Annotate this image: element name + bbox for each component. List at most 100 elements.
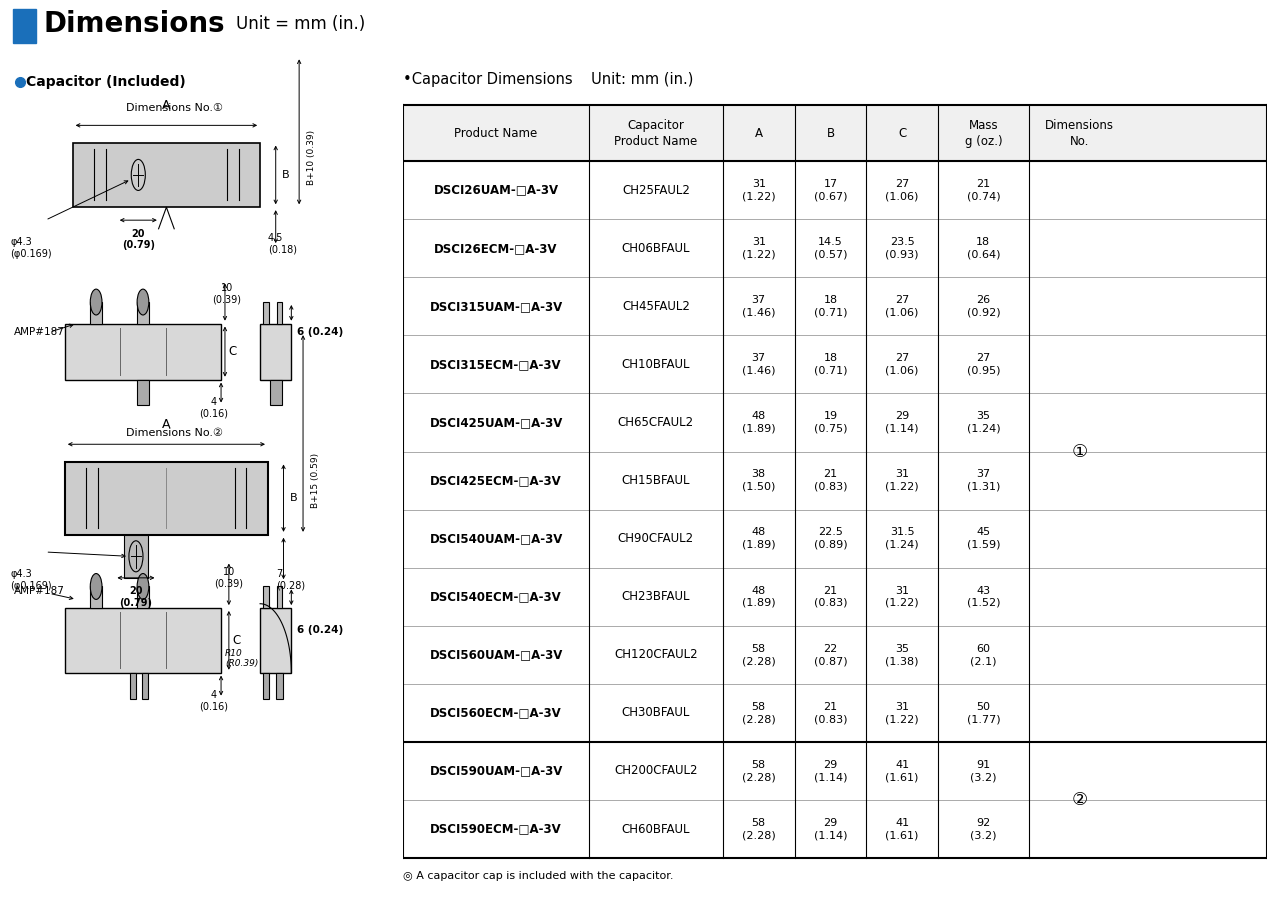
Text: 6 (0.24): 6 (0.24) (297, 327, 343, 337)
Bar (276, 587, 283, 608)
Circle shape (91, 289, 102, 315)
Text: 27
(0.95): 27 (0.95) (966, 353, 1000, 376)
Text: 29
(1.14): 29 (1.14) (814, 818, 847, 840)
Text: 29
(1.14): 29 (1.14) (814, 760, 847, 782)
Text: DSCI560UAM-□A-3V: DSCI560UAM-□A-3V (429, 648, 563, 662)
Bar (262, 673, 269, 698)
Text: 41
(1.61): 41 (1.61) (886, 818, 919, 840)
Circle shape (137, 574, 148, 600)
Text: ②: ② (1071, 791, 1087, 809)
Text: 20
(0.79): 20 (0.79) (122, 228, 155, 250)
Text: 17
(0.67): 17 (0.67) (814, 179, 847, 201)
Text: 50
(1.77): 50 (1.77) (966, 702, 1000, 724)
Text: Dimensions: Dimensions (44, 10, 225, 38)
Text: 18
(0.71): 18 (0.71) (814, 353, 847, 376)
Text: 22.5
(0.89): 22.5 (0.89) (814, 527, 847, 550)
Text: 48
(1.89): 48 (1.89) (742, 411, 776, 434)
Text: 10
(0.39): 10 (0.39) (212, 282, 242, 304)
Text: Dimensions No.②: Dimensions No.② (125, 428, 223, 438)
Bar (91, 587, 102, 608)
Text: 48
(1.89): 48 (1.89) (742, 586, 776, 608)
Text: 21
(0.74): 21 (0.74) (966, 179, 1000, 201)
Bar (142, 673, 148, 698)
Text: DSCI590ECM-□A-3V: DSCI590ECM-□A-3V (430, 823, 562, 835)
Bar (73, 143, 260, 207)
Text: CH15BFAUL: CH15BFAUL (622, 474, 690, 487)
Text: 23.5
(0.93): 23.5 (0.93) (886, 237, 919, 260)
Text: CH60BFAUL: CH60BFAUL (622, 823, 690, 835)
Bar (276, 302, 283, 324)
Text: A: A (163, 100, 170, 112)
Bar (65, 324, 221, 379)
Text: 48
(1.89): 48 (1.89) (742, 527, 776, 550)
Text: DSCI540UAM-□A-3V: DSCI540UAM-□A-3V (429, 532, 563, 545)
Text: 26
(0.92): 26 (0.92) (966, 295, 1000, 317)
Text: B: B (827, 127, 835, 140)
Text: 91
(3.2): 91 (3.2) (970, 760, 997, 782)
Text: 35
(1.38): 35 (1.38) (886, 643, 919, 666)
Text: 31.5
(1.24): 31.5 (1.24) (886, 527, 919, 550)
Text: CH23BFAUL: CH23BFAUL (622, 590, 690, 603)
Text: 58
(2.28): 58 (2.28) (742, 643, 776, 666)
Text: 38
(1.50): 38 (1.50) (742, 470, 776, 492)
Text: 58
(2.28): 58 (2.28) (742, 818, 776, 840)
Bar (131, 673, 137, 698)
Text: CH120CFAUL2: CH120CFAUL2 (614, 648, 698, 662)
Text: φ4.3
(φ0.169): φ4.3 (φ0.169) (10, 238, 52, 259)
Text: Unit = mm (in.): Unit = mm (in.) (236, 16, 365, 33)
Text: C: C (899, 127, 906, 140)
Bar (260, 608, 292, 673)
Text: 21
(0.83): 21 (0.83) (814, 702, 847, 724)
Text: B+15 (0.59): B+15 (0.59) (311, 453, 320, 508)
Text: CH10BFAUL: CH10BFAUL (622, 358, 690, 371)
Text: 31
(1.22): 31 (1.22) (886, 586, 919, 608)
Text: DSCI315ECM-□A-3V: DSCI315ECM-□A-3V (430, 358, 562, 371)
Text: DSCI590UAM-□A-3V: DSCI590UAM-□A-3V (429, 764, 563, 778)
Text: 31
(1.22): 31 (1.22) (742, 179, 776, 201)
Text: B+10 (0.39): B+10 (0.39) (307, 130, 316, 186)
Text: AMP#187: AMP#187 (14, 586, 65, 596)
Bar (403, 105, 1267, 161)
Text: Dimensions No.①: Dimensions No.① (125, 102, 223, 112)
Text: CH200CFAUL2: CH200CFAUL2 (614, 764, 698, 778)
Text: Capacitor (Included): Capacitor (Included) (26, 75, 186, 90)
Text: 60
(2.1): 60 (2.1) (970, 643, 997, 666)
Bar (124, 535, 147, 578)
Bar (65, 462, 268, 535)
Text: 37
(1.31): 37 (1.31) (966, 470, 1000, 492)
Text: B: B (289, 494, 297, 503)
Text: CH30BFAUL: CH30BFAUL (622, 707, 690, 719)
Text: 92
(3.2): 92 (3.2) (970, 818, 997, 840)
Bar (137, 587, 148, 608)
Text: 21
(0.83): 21 (0.83) (814, 470, 847, 492)
Text: CH90CFAUL2: CH90CFAUL2 (618, 532, 694, 545)
Text: 21
(0.83): 21 (0.83) (814, 586, 847, 608)
Text: Capacitor
Product Name: Capacitor Product Name (614, 119, 698, 148)
Text: CH25FAUL2: CH25FAUL2 (622, 184, 690, 197)
Bar (65, 608, 221, 673)
Text: 31
(1.22): 31 (1.22) (886, 470, 919, 492)
Text: 58
(2.28): 58 (2.28) (742, 760, 776, 782)
Text: Product Name: Product Name (454, 127, 538, 140)
Circle shape (91, 574, 102, 600)
Text: DSCI425ECM-□A-3V: DSCI425ECM-□A-3V (430, 474, 562, 487)
Text: 27
(1.06): 27 (1.06) (886, 179, 919, 201)
Text: C: C (233, 633, 241, 647)
Text: 31
(1.22): 31 (1.22) (742, 237, 776, 260)
Text: DSCI540ECM-□A-3V: DSCI540ECM-□A-3V (430, 590, 562, 603)
Text: DSCI560ECM-□A-3V: DSCI560ECM-□A-3V (430, 707, 562, 719)
Text: 43
(1.52): 43 (1.52) (966, 586, 1000, 608)
Text: A: A (755, 127, 763, 140)
Circle shape (137, 289, 148, 315)
Text: CH45FAUL2: CH45FAUL2 (622, 300, 690, 313)
Text: 27
(1.06): 27 (1.06) (886, 353, 919, 376)
Bar (260, 324, 292, 379)
Bar (270, 379, 282, 406)
Text: 7
(0.28): 7 (0.28) (275, 569, 305, 590)
Bar (276, 673, 283, 698)
Text: 58
(2.28): 58 (2.28) (742, 702, 776, 724)
Bar (91, 302, 102, 324)
Bar (137, 379, 148, 406)
Bar (137, 302, 148, 324)
Text: 14.5
(0.57): 14.5 (0.57) (814, 237, 847, 260)
